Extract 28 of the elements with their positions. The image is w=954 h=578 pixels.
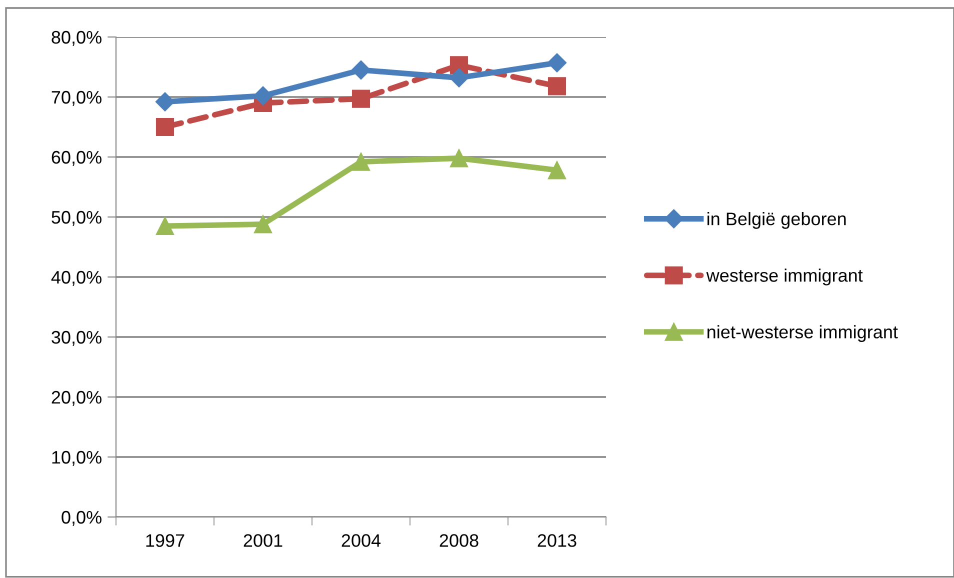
y-tick-label: 70,0% [52,90,102,106]
point [548,161,566,180]
legend-label: westerse immigrant [706,268,863,286]
point [156,118,174,136]
y-tick-label: 0,0% [62,510,102,526]
legend-label: niet-westerse immigrant [708,325,898,342]
point [253,86,273,106]
x-tick-label: 2004 [342,534,381,547]
x-tick-label: 2013 [538,534,576,547]
y-tick-label: 10,0% [52,450,102,466]
point [156,216,174,236]
point [254,215,272,234]
x-tick-label: 1997 [146,534,184,547]
point [352,152,370,171]
y-tick-label: 30,0% [52,330,102,346]
y-tick-label: 40,0% [51,270,102,286]
point [547,53,567,72]
y-tick-label: 60,0% [52,150,102,166]
point [548,77,566,96]
point [352,90,370,108]
legend-label: in België geboren [708,212,846,229]
x-tick-label: 2008 [440,534,478,547]
y-tick-label: 20,0% [52,390,102,406]
y-tick-label: 50,0% [52,210,102,226]
point [351,60,371,80]
y-tick-label: 80,0% [52,30,102,46]
x-tick-label: 2001 [244,534,282,547]
point [450,149,468,168]
